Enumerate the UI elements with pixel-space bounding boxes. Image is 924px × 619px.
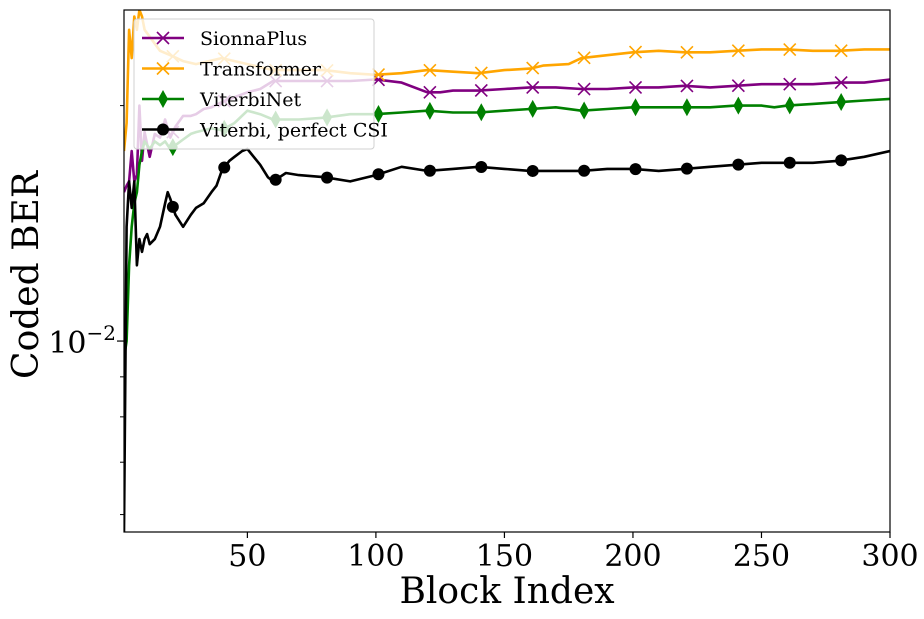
data-point-marker xyxy=(629,163,642,176)
data-point-marker xyxy=(166,200,179,213)
data-point-marker xyxy=(269,173,282,186)
series-line-viterbi-perfect-csi xyxy=(124,147,890,532)
data-point-marker xyxy=(680,79,694,93)
data-point-marker xyxy=(218,161,231,174)
x-tick-label: 100 xyxy=(347,539,404,574)
legend-label: SionnaPlus xyxy=(200,28,307,50)
legend-label: ViterbiNet xyxy=(199,89,302,111)
data-point-marker xyxy=(783,42,797,57)
data-point-marker xyxy=(476,103,487,122)
data-point-marker xyxy=(578,164,591,177)
x-tick-label: 300 xyxy=(861,539,918,574)
legend: SionnaPlus Transformer ViterbiNet Viterbi, … xyxy=(133,18,388,150)
x-axis-title: Block Index xyxy=(399,571,614,612)
data-point-marker xyxy=(783,77,797,91)
legend-swatch-marker xyxy=(157,123,169,136)
y-axis-title: Coded BER xyxy=(6,170,47,379)
legend-item-viterbinet: ViterbiNet xyxy=(142,89,302,111)
data-point-marker xyxy=(423,164,436,177)
data-point-marker xyxy=(526,164,539,177)
legend-swatch-marker xyxy=(156,31,170,45)
series-line-transformer xyxy=(124,10,890,152)
x-tick-label: 150 xyxy=(476,539,533,574)
data-point-marker xyxy=(834,44,848,58)
plot-frame xyxy=(123,9,891,533)
data-point-marker xyxy=(475,161,488,174)
data-point-marker xyxy=(423,85,437,99)
data-point-marker xyxy=(423,63,437,77)
data-point-marker xyxy=(628,45,643,59)
data-point-marker xyxy=(834,76,848,90)
data-point-marker xyxy=(526,80,540,94)
y-tick-label: 10−2 xyxy=(48,321,116,361)
data-point-marker xyxy=(474,66,488,80)
data-point-marker xyxy=(680,162,693,175)
x-tick-label: 250 xyxy=(733,539,790,574)
legend-item-sionnaplus: SionnaPlus xyxy=(142,28,307,50)
legend-swatch-marker xyxy=(156,61,170,76)
data-point-marker xyxy=(577,82,591,96)
legend-label: Transformer xyxy=(200,59,322,81)
data-point-marker xyxy=(577,51,591,65)
x-tick-label: 50 xyxy=(228,539,266,574)
data-point-marker xyxy=(579,101,590,120)
x-tick-label: 200 xyxy=(604,539,661,574)
legend-box xyxy=(133,18,375,150)
data-point-marker xyxy=(784,96,795,115)
data-point-marker xyxy=(681,98,692,117)
data-point-marker xyxy=(321,171,334,184)
data-point-marker xyxy=(526,61,540,75)
legend-item-viterbi-perfect-csi: Viterbi, perfect CSI xyxy=(142,120,388,142)
data-point-marker xyxy=(783,156,796,169)
data-point-marker xyxy=(424,101,435,120)
data-point-marker xyxy=(630,98,641,117)
data-point-marker xyxy=(733,96,744,115)
data-point-marker xyxy=(680,45,694,59)
legend-swatch-marker xyxy=(158,90,168,108)
data-point-marker xyxy=(836,93,847,112)
series-viterbi-perfect-csi xyxy=(124,147,890,532)
legend-label: Viterbi, perfect CSI xyxy=(199,120,388,142)
data-point-marker xyxy=(474,83,488,98)
axis-layer: 50 100 150 200 250 300 10−2 xyxy=(48,105,919,574)
legend-item-transformer: Transformer xyxy=(142,59,322,81)
data-point-marker xyxy=(373,105,384,124)
data-point-marker xyxy=(732,158,745,171)
data-point-marker xyxy=(628,80,643,94)
data-point-marker xyxy=(731,44,745,58)
data-point-marker xyxy=(835,154,848,167)
data-point-marker xyxy=(372,168,385,181)
data-point-marker xyxy=(731,79,745,93)
data-point-marker xyxy=(527,99,538,118)
